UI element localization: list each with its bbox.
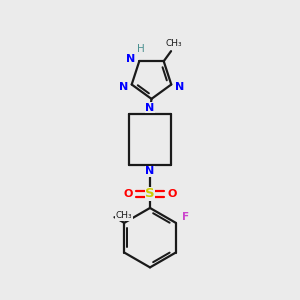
Text: N: N <box>126 54 136 64</box>
Text: N: N <box>175 82 184 92</box>
Text: F: F <box>182 212 189 222</box>
Text: CH₃: CH₃ <box>166 39 182 48</box>
Text: O: O <box>167 189 177 199</box>
Text: O: O <box>123 189 133 199</box>
Text: N: N <box>146 103 154 113</box>
Text: S: S <box>145 188 155 200</box>
Text: N: N <box>119 82 128 92</box>
Text: CH₃: CH₃ <box>116 211 132 220</box>
Text: N: N <box>146 167 154 176</box>
Text: H: H <box>137 44 145 54</box>
